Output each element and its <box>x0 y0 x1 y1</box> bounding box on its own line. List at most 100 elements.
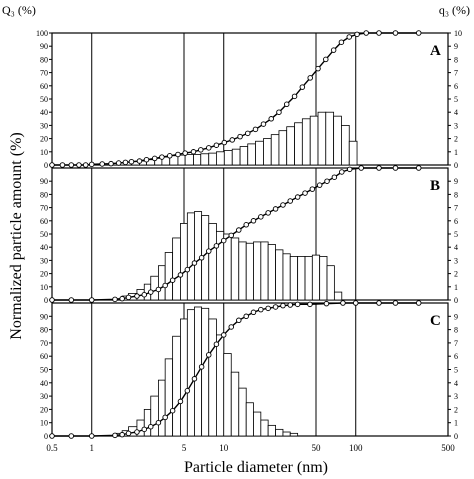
x-tick-label: 5 <box>182 443 187 453</box>
histogram-bar <box>230 237 240 301</box>
right-tick-label: 5 <box>454 366 458 375</box>
histogram-bar <box>164 252 174 301</box>
cumulative-point <box>330 47 337 53</box>
cumulative-point <box>228 324 234 330</box>
right-tick-label: 4 <box>454 243 458 252</box>
right-tick-label: 1 <box>454 148 458 157</box>
left-tick-label: 10 <box>40 283 48 292</box>
histogram-bar <box>260 419 269 437</box>
cumulative-point <box>141 291 148 298</box>
right-tick-label: 1 <box>454 419 458 428</box>
x-tick-label: 50 <box>312 443 322 453</box>
histogram-bar <box>311 254 321 301</box>
cumulative-point <box>252 126 259 133</box>
right-tick-label: 7 <box>454 204 458 213</box>
histogram-bar <box>172 237 181 301</box>
histogram-bar <box>326 265 335 301</box>
cumulative-point <box>49 162 55 168</box>
cumulative-point <box>175 151 181 158</box>
cumulative-point <box>323 56 329 63</box>
right-tick-label: 9 <box>454 312 458 321</box>
cumulative-point <box>190 149 197 155</box>
histogram-bar <box>275 249 284 301</box>
cumulative-point <box>354 31 360 38</box>
left-tick-label: 20 <box>40 405 48 414</box>
histogram-bar <box>348 140 358 166</box>
cumulative-point <box>415 300 422 306</box>
right-tick-label: 2 <box>454 405 458 414</box>
histogram-bar <box>238 387 247 437</box>
cumulative-point <box>323 300 330 307</box>
left-tick-label: 30 <box>40 392 48 401</box>
cumulative-point <box>324 178 330 184</box>
cumulative-point <box>169 277 176 283</box>
right-tick-label: 5 <box>454 95 458 104</box>
cumulative-point <box>213 341 220 347</box>
cumulative-point <box>392 300 399 306</box>
histogram-bar <box>319 256 328 301</box>
histogram-bar <box>304 256 313 301</box>
cumulative-point <box>307 75 313 81</box>
x-tick-label: 0.5 <box>46 443 58 453</box>
cumulative-point <box>376 30 382 36</box>
cumulative-point <box>191 376 198 382</box>
cumulative-point <box>76 162 82 168</box>
right-tick-label: 5 <box>454 230 458 239</box>
histogram-bar <box>255 140 264 166</box>
cumulative-point <box>220 237 227 244</box>
right-tick-label: 9 <box>454 177 458 186</box>
cumulative-curve <box>52 167 419 301</box>
histogram-bar <box>164 358 174 437</box>
right-tick-label: 3 <box>454 392 458 401</box>
cumulative-point <box>206 145 212 151</box>
right-tick-label: 10 <box>454 29 462 38</box>
cumulative-point <box>134 293 140 299</box>
histogram-bar <box>216 334 225 437</box>
cumulative-point <box>122 159 129 166</box>
cumulative-point <box>49 297 55 303</box>
cumulative-point <box>143 156 150 163</box>
cumulative-point <box>184 388 191 394</box>
left-tick-label: 80 <box>40 326 48 335</box>
histogram-bar <box>247 143 256 166</box>
cumulative-point <box>119 431 125 438</box>
histogram-bar <box>150 395 159 437</box>
left-tick-label: 50 <box>40 95 48 104</box>
histogram-bar <box>208 223 217 301</box>
right-tick-label: 6 <box>454 82 458 91</box>
cumulative-point <box>141 426 148 433</box>
histogram-bar <box>301 118 311 166</box>
histogram-bar <box>201 307 210 437</box>
cumulative-point <box>169 407 176 414</box>
histogram-bar <box>238 241 247 301</box>
histogram-bar <box>172 335 181 437</box>
histogram-bar <box>333 115 342 166</box>
histogram-bar <box>186 309 195 437</box>
cumulative-point <box>115 160 122 166</box>
left-tick-label: 60 <box>40 352 48 361</box>
right-tick-label: 3 <box>454 256 458 265</box>
cumulative-point <box>243 313 249 320</box>
cumulative-point <box>272 206 279 212</box>
cumulative-point <box>206 352 212 358</box>
cumulative-point <box>59 162 66 168</box>
left-tick-label: 90 <box>40 177 48 186</box>
left-tick-label: 40 <box>40 108 48 117</box>
left-tick-label: 60 <box>40 217 48 226</box>
cumulative-point <box>221 139 228 146</box>
cumulative-point <box>346 34 352 40</box>
cumulative-point <box>177 398 184 405</box>
histogram-bar <box>289 432 299 437</box>
right-tick-label: 2 <box>454 270 458 279</box>
right-tick-label: 7 <box>454 69 458 78</box>
left-tick-label: 70 <box>40 204 48 213</box>
histogram-bar <box>270 134 280 166</box>
cumulative-point <box>363 30 369 36</box>
cumulative-point <box>283 101 290 108</box>
cumulative-point <box>49 433 55 439</box>
cumulative-point <box>177 272 184 278</box>
right-tick-label: 0 <box>454 161 458 170</box>
histogram-bar <box>278 130 288 166</box>
histogram-bar <box>282 431 291 437</box>
